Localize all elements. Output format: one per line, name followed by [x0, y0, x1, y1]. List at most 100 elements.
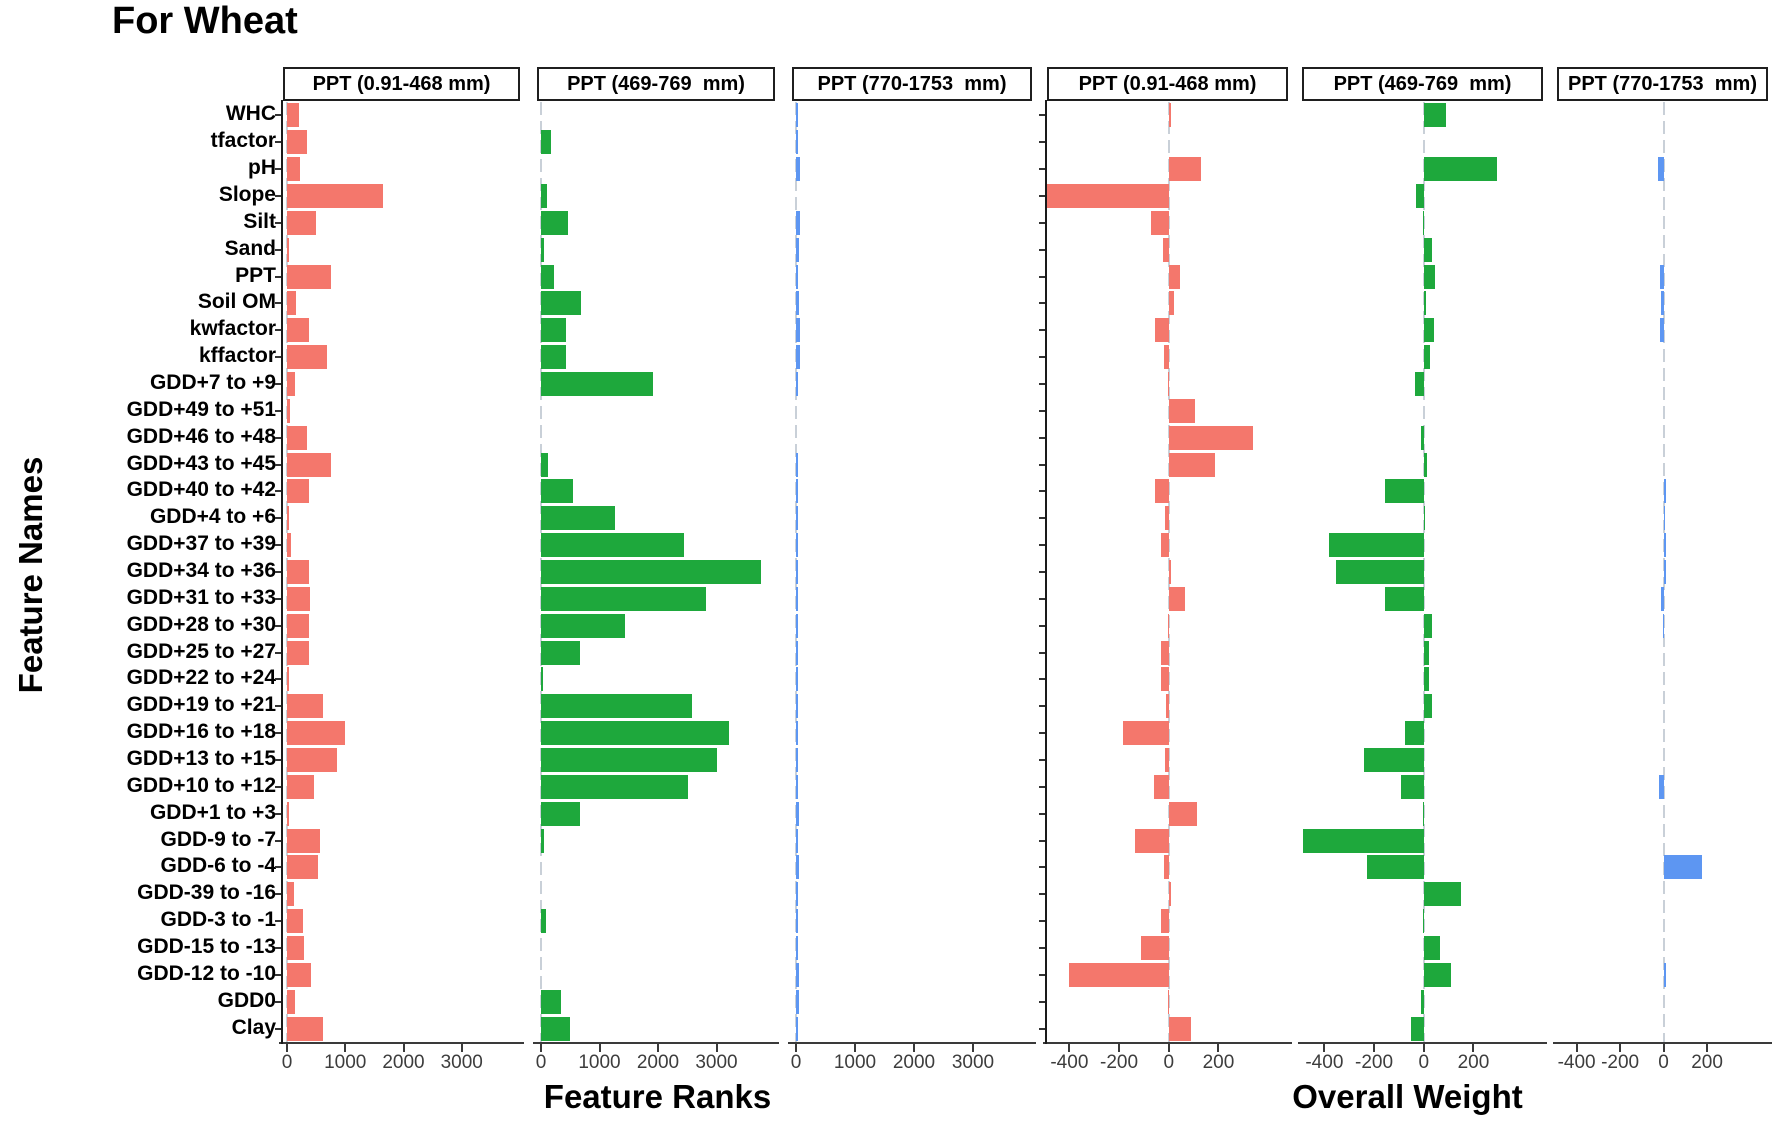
bar [796, 130, 798, 155]
y-axis-tick [275, 839, 281, 842]
bar [1401, 774, 1424, 799]
y-tick-label: tfactor [210, 129, 276, 153]
bar [287, 425, 307, 450]
bar [1662, 613, 1665, 638]
y-axis-tick [275, 651, 281, 654]
bar [1168, 398, 1195, 423]
y-axis-tick [1039, 302, 1045, 305]
bar [287, 479, 310, 504]
bar [1366, 855, 1424, 880]
bar [287, 909, 304, 934]
bar [1421, 989, 1424, 1014]
y-axis-tick [1039, 705, 1045, 708]
x-axis-tick [460, 1044, 463, 1052]
bar [1416, 184, 1424, 208]
bar [1423, 613, 1433, 638]
bar [541, 586, 706, 611]
y-axis-tick [275, 517, 281, 520]
bar [1661, 291, 1664, 316]
x-axis-tick [1323, 1044, 1326, 1052]
bar [1423, 452, 1428, 477]
bar [1168, 291, 1174, 316]
y-axis-tick [1039, 1027, 1045, 1030]
y-axis-title: Feature Names [12, 456, 49, 694]
bar [1385, 479, 1424, 504]
y-axis-tick [1039, 597, 1045, 600]
y-axis-tick [275, 141, 281, 144]
x-axis-tick [402, 1044, 405, 1052]
x-tick-label: 1000 [578, 1052, 621, 1073]
bar [541, 452, 548, 477]
y-axis-tick [275, 785, 281, 788]
bar [1422, 801, 1425, 826]
bar [1167, 613, 1170, 638]
y-tick-label: GDD0 [217, 988, 276, 1012]
bar [1069, 962, 1169, 987]
y-axis-tick [1039, 356, 1045, 359]
x-axis-tick [1472, 1044, 1475, 1052]
bar [1141, 936, 1169, 960]
bar [1660, 586, 1664, 611]
bar [287, 318, 310, 343]
bar [287, 882, 294, 907]
x-axis-line [1043, 1042, 1292, 1044]
x-tick-label: 200 [1202, 1052, 1235, 1073]
facet-strip: PPT (770-1753 mm) [792, 67, 1032, 101]
bar [1415, 372, 1424, 396]
bar [541, 721, 730, 746]
x-axis-title-feature-ranks: Feature Ranks [543, 1078, 772, 1115]
bar [1421, 425, 1424, 450]
bar [796, 103, 798, 128]
y-tick-label: GDD+34 to +36 [126, 559, 276, 582]
y-axis-tick [275, 920, 281, 923]
bar [1422, 210, 1425, 235]
bar [1168, 103, 1171, 128]
y-axis-tick [275, 597, 281, 600]
bar [1122, 721, 1169, 746]
bar [287, 667, 289, 692]
y-axis-tick [1039, 490, 1045, 493]
x-tick-label: 1000 [833, 1052, 877, 1073]
bar [796, 291, 799, 316]
bar [1423, 882, 1461, 907]
bar [287, 237, 289, 262]
bar [1385, 586, 1424, 611]
y-tick-label: GDD+19 to +21 [126, 693, 276, 717]
bar [796, 345, 800, 370]
x-axis-tick [598, 1044, 601, 1052]
bar [1422, 909, 1425, 934]
bar [1423, 936, 1440, 960]
bar [1423, 962, 1452, 987]
bar [287, 640, 310, 665]
bar [1163, 855, 1169, 880]
bar [541, 291, 582, 316]
y-tick-label: GDD+25 to +27 [126, 639, 276, 663]
bar [541, 613, 625, 638]
x-axis-tick [1217, 1044, 1220, 1052]
bar [287, 184, 384, 208]
x-tick-label: 0 [1418, 1052, 1430, 1073]
bar [541, 130, 551, 155]
y-axis-tick [275, 732, 281, 735]
bar [1663, 855, 1702, 880]
bar [287, 855, 318, 880]
bar [541, 318, 566, 343]
x-tick-label: 0 [1163, 1052, 1175, 1073]
y-axis-tick [1039, 759, 1045, 761]
y-tick-label: GDD+37 to +39 [126, 532, 276, 556]
y-tick-label: GDD-12 to -10 [137, 961, 276, 985]
x-axis-tick [795, 1044, 797, 1052]
bar [796, 721, 798, 746]
bar [541, 801, 581, 826]
bar [287, 103, 299, 128]
bar [1423, 264, 1435, 289]
y-axis-tick [1039, 517, 1045, 520]
x-axis-tick [913, 1044, 915, 1052]
bar [287, 828, 320, 853]
facet-strip: PPT (469-769 mm) [537, 67, 775, 101]
x-tick-label: 0 [281, 1052, 293, 1073]
y-axis-tick [1039, 544, 1045, 547]
bar [1364, 748, 1424, 772]
y-tick-label: GDD-15 to -13 [137, 935, 276, 958]
